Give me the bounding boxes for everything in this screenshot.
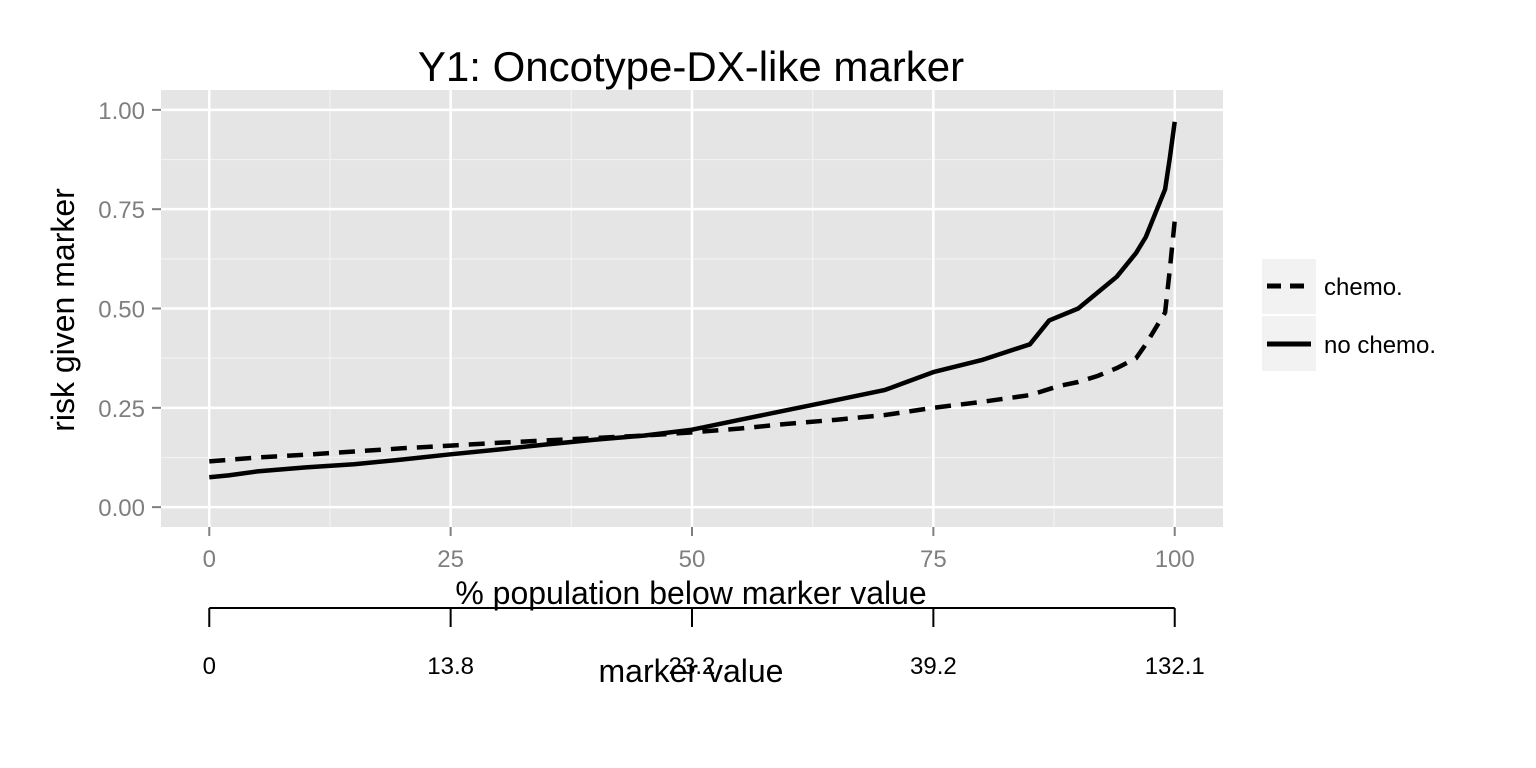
x-axis: 0 25 50 75 100 <box>203 527 1195 573</box>
marker-axis-label: marker value <box>599 653 784 689</box>
x-axis-label: % population below marker value <box>455 575 926 611</box>
x-tick-label: 75 <box>920 546 947 573</box>
y-tick-label: 0.50 <box>98 297 145 324</box>
y-tick-label: 1.00 <box>98 98 145 125</box>
marker-tick-label: 39.2 <box>910 653 957 680</box>
legend-label-no-chemo: no chemo. <box>1324 332 1436 359</box>
y-tick-label: 0.25 <box>98 396 145 423</box>
y-tick-label: 0.75 <box>98 197 145 224</box>
x-tick-label: 100 <box>1155 546 1195 573</box>
x-tick-label: 0 <box>203 546 216 573</box>
legend: chemo. no chemo. <box>1262 259 1436 371</box>
y-axis: 0.00 0.25 0.50 0.75 1.00 <box>98 98 161 522</box>
marker-tick-label: 23.2 <box>669 653 716 680</box>
data-lines <box>209 121 1177 480</box>
chart-title: Y1: Oncotype-DX-like marker <box>418 43 964 90</box>
y-axis-label: risk given marker <box>45 188 81 432</box>
marker-tick-label: 0 <box>203 653 216 680</box>
marker-value-axis: 0 13.8 23.2 39.2 132.1 <box>203 607 1205 680</box>
series-line-chemo <box>209 220 1177 464</box>
x-tick-label: 50 <box>679 546 706 573</box>
marker-tick-label: 132.1 <box>1145 653 1205 680</box>
legend-label-chemo: chemo. <box>1324 274 1403 301</box>
marker-tick-label: 13.8 <box>427 653 474 680</box>
x-tick-label: 25 <box>437 546 464 573</box>
series-line-no-chemo <box>209 121 1177 480</box>
y-tick-label: 0.00 <box>98 495 145 522</box>
